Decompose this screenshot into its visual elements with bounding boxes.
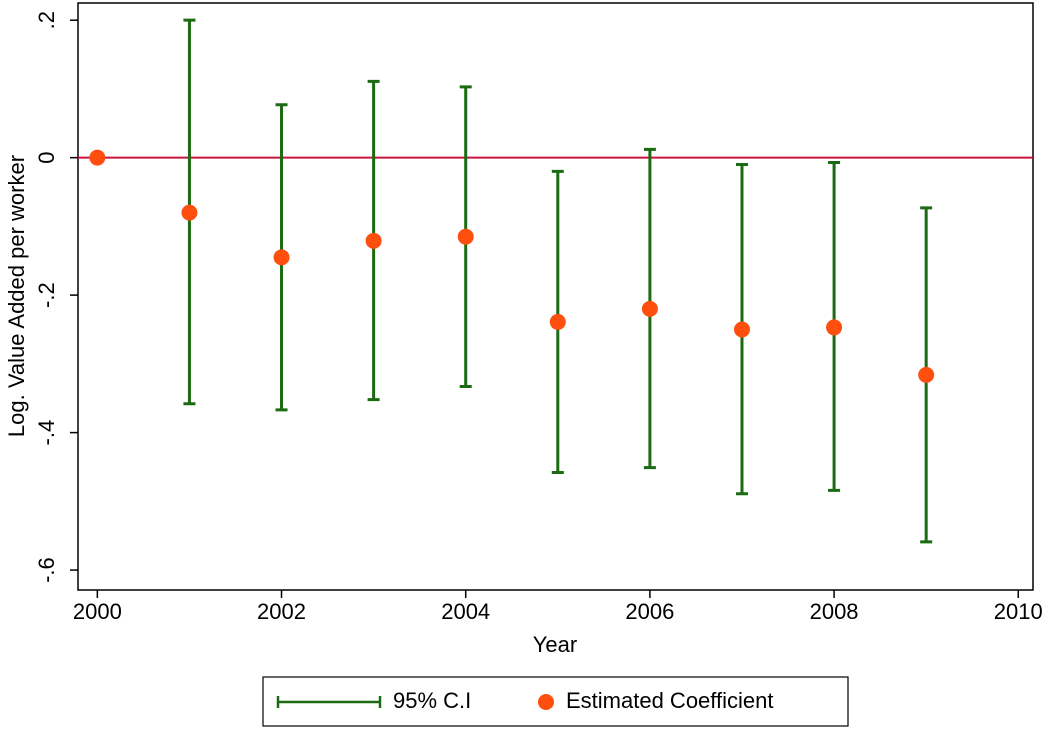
y-tick-label: -.4 [34,420,59,446]
point [918,366,935,383]
x-tick-label: 2000 [73,599,122,624]
point [89,149,106,166]
legend-symbol [276,696,382,708]
x-tick-label: 2008 [810,599,859,624]
legend-label: 95% C.I [393,688,471,713]
point [826,319,843,336]
point [457,228,474,245]
x-axis-title: Year [533,632,577,657]
legend-symbol [538,694,554,710]
point [641,300,658,317]
legend-label: Estimated Coefficient [566,688,773,713]
plot-frame [77,2,1034,591]
point [549,313,566,330]
y-axis-title: Log. Value Added per worker [4,155,29,437]
x-tick-label: 2010 [994,599,1043,624]
point [733,321,750,338]
y-tick-label: -.6 [34,557,59,583]
y-tick-label: -.2 [34,282,59,308]
y-tick-label: 0 [34,152,59,164]
point [181,204,198,221]
point [365,232,382,249]
x-tick-label: 2006 [625,599,674,624]
point [273,249,290,266]
x-tick-label: 2004 [441,599,490,624]
x-tick-label: 2002 [257,599,306,624]
y-tick-label: .2 [34,11,59,29]
